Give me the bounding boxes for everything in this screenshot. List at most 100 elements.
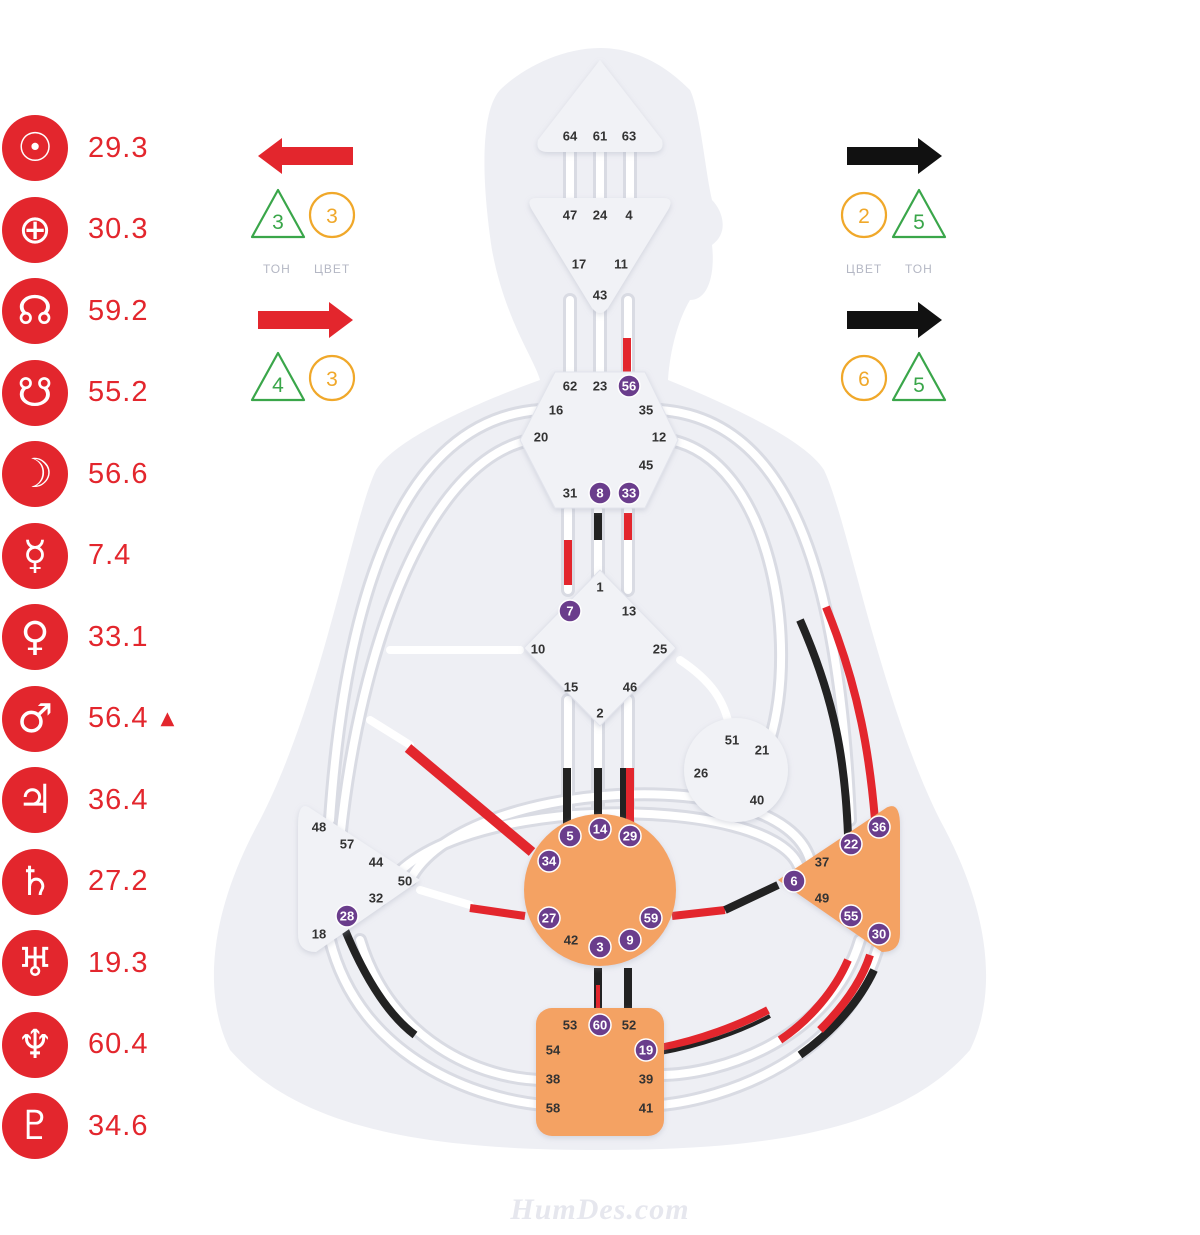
gate-29[interactable]: 29 [618,824,642,848]
gate-33[interactable]: 33 [617,481,641,505]
gate-40[interactable]: 40 [750,793,764,808]
personality-row-saturn[interactable]: ♄ 27.2 [2,846,160,918]
gate-21[interactable]: 21 [755,743,769,758]
gate-32[interactable]: 32 [369,891,383,906]
gate-2[interactable]: 2 [596,706,603,721]
arrow-left-icon[interactable] [258,138,353,174]
gate-35[interactable]: 35 [639,403,653,418]
personality-row-mars[interactable]: ♂ 56.4 ▲ [2,683,174,755]
personality-row-uranus[interactable]: ♅ 19.3 [2,927,160,999]
gate-62[interactable]: 62 [563,379,577,394]
gate-38[interactable]: 38 [546,1072,560,1087]
personality-row-north-node[interactable]: ☊ 59.2 [2,275,160,347]
center-ego[interactable] [684,718,788,822]
gate-25[interactable]: 25 [653,642,667,657]
gate-number: 43 [593,288,607,303]
center-ajna[interactable] [529,198,671,313]
gate-54[interactable]: 54 [546,1043,561,1058]
gate-41[interactable]: 41 [639,1101,653,1116]
gate-42[interactable]: 42 [564,933,578,948]
gate-61[interactable]: 61 [593,129,607,144]
gate-7[interactable]: 7 [558,599,582,623]
gate-44[interactable]: 44 [369,855,384,870]
personality-row-mercury[interactable]: ☿ 7.4 [2,520,143,592]
gate-number: 52 [622,1018,636,1033]
arrow-right-icon[interactable] [258,302,353,338]
gate-45[interactable]: 45 [639,458,653,473]
gate-31[interactable]: 31 [563,486,577,501]
gate-1[interactable]: 1 [596,580,603,595]
gate-52[interactable]: 52 [622,1018,636,1033]
gate-6[interactable]: 6 [782,869,806,893]
personality-row-sun[interactable]: ☉ 29.3 [2,112,160,184]
gate-51[interactable]: 51 [725,733,739,748]
gate-20[interactable]: 20 [534,430,548,445]
gate-11[interactable]: 11 [614,257,628,272]
gate-22[interactable]: 22 [839,832,863,856]
gate-number: 50 [398,874,412,889]
personality-row-south-node[interactable]: ☋ 55.2 [2,357,160,429]
gate-17[interactable]: 17 [572,257,586,272]
gate-64[interactable]: 64 [563,129,578,144]
gate-activation-dot [839,904,863,928]
personality-row-neptune[interactable]: ♆ 60.4 [2,1009,160,1081]
gate-49[interactable]: 49 [815,891,829,906]
gate-58[interactable]: 58 [546,1101,560,1116]
gate-59[interactable]: 59 [639,906,663,930]
arrow-right-icon[interactable] [847,138,942,174]
gate-18[interactable]: 18 [312,927,326,942]
personality-row-moon[interactable]: ☽ 56.6 [2,438,160,510]
gate-46[interactable]: 46 [623,680,637,695]
arrow-right-icon[interactable] [847,302,942,338]
gate-16[interactable]: 16 [549,403,563,418]
gate-10[interactable]: 10 [531,642,545,657]
gate-27[interactable]: 27 [537,906,561,930]
gate-56[interactable]: 56 [617,374,641,398]
center-spleen[interactable] [298,806,420,952]
gate-43[interactable]: 43 [593,288,607,303]
personality-row-jupiter[interactable]: ♃ 36.4 [2,764,160,836]
gate-53[interactable]: 53 [563,1018,577,1033]
gate-57[interactable]: 57 [340,837,354,852]
gate-12[interactable]: 12 [652,430,666,445]
gate-number: 15 [564,680,578,695]
gate-5[interactable]: 5 [558,824,582,848]
center-root[interactable] [536,1008,664,1136]
center-solar-plexus[interactable] [778,806,900,952]
gate-number: 53 [563,1018,577,1033]
gate-3[interactable]: 3 [588,935,612,959]
gate-26[interactable]: 26 [694,766,708,781]
gate-23[interactable]: 23 [593,379,607,394]
center-throat[interactable] [519,371,679,509]
gate-4[interactable]: 4 [625,208,633,223]
gate-24[interactable]: 24 [593,208,608,223]
gate-number: 14 [593,822,608,837]
saturn-icon: ♄ [2,848,68,915]
personality-row-pluto[interactable]: ♇ 34.6 [2,1090,160,1162]
gate-60[interactable]: 60 [588,1013,612,1037]
gate-number: 49 [815,891,829,906]
gate-15[interactable]: 15 [564,680,578,695]
gate-34[interactable]: 34 [537,849,561,873]
gate-55[interactable]: 55 [839,904,863,928]
gate-13[interactable]: 13 [622,604,636,619]
gate-48[interactable]: 48 [312,820,326,835]
gate-39[interactable]: 39 [639,1072,653,1087]
triangle-icon [250,188,306,239]
gate-37[interactable]: 37 [815,855,829,870]
personality-row-venus[interactable]: ♀ 33.1 [2,601,160,673]
gate-number: 45 [639,458,653,473]
gate-19[interactable]: 19 [634,1038,658,1062]
gate-50[interactable]: 50 [398,874,412,889]
gate-30[interactable]: 30 [867,922,891,946]
center-sacral[interactable] [524,814,676,966]
gate-14[interactable]: 14 [588,817,612,841]
gate-63[interactable]: 63 [622,129,636,144]
gate-36[interactable]: 36 [867,815,891,839]
gate-28[interactable]: 28 [335,904,359,928]
gate-9[interactable]: 9 [618,928,642,952]
gate-8[interactable]: 8 [588,481,612,505]
center-head[interactable] [537,60,663,152]
personality-row-earth[interactable]: ⊕ 30.3 [2,194,160,266]
gate-47[interactable]: 47 [563,208,577,223]
